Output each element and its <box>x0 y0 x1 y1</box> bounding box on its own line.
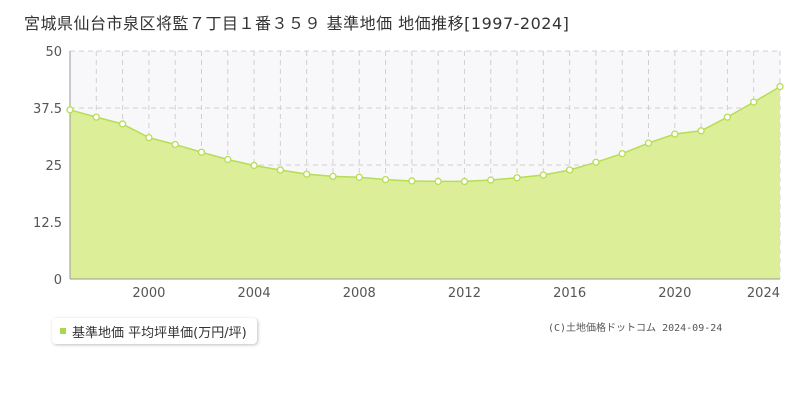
y-tick-label: 12.5 <box>33 216 62 231</box>
data-point <box>408 177 416 185</box>
data-point <box>697 127 705 135</box>
series-area <box>70 86 780 279</box>
data-point <box>381 175 390 184</box>
data-point <box>303 170 311 178</box>
data-point <box>618 149 626 158</box>
data-point <box>92 113 100 121</box>
data-point <box>644 139 653 147</box>
x-tick-label: 2024 <box>747 286 780 301</box>
data-point <box>460 177 469 186</box>
data-point <box>355 173 363 181</box>
data-point <box>118 120 127 128</box>
x-tick-label: 2020 <box>658 286 691 301</box>
y-tick-label: 37.5 <box>33 102 62 117</box>
data-point <box>224 155 232 164</box>
data-point <box>671 130 679 138</box>
y-tick-label: 50 <box>45 45 62 60</box>
copyright-credit: (C)土地価格ドットコム 2024-09-24 <box>548 323 723 334</box>
data-point <box>565 166 574 174</box>
x-tick-label: 2016 <box>553 286 586 301</box>
data-point <box>723 113 732 121</box>
series-line <box>69 85 781 183</box>
plot-upper-band <box>70 51 780 182</box>
data-point <box>145 133 153 142</box>
x-tick-label: 2004 <box>238 286 271 301</box>
x-tick-label: 2012 <box>448 286 481 301</box>
y-tick-label: 25 <box>45 159 62 174</box>
data-point <box>171 140 179 149</box>
data-point <box>487 176 495 184</box>
data-point <box>66 106 74 114</box>
data-point <box>513 174 521 182</box>
data-point <box>750 98 758 106</box>
legend: 基準地価 平均坪単価(万円/坪) <box>52 318 257 344</box>
data-point <box>329 172 337 181</box>
data-point <box>539 171 547 179</box>
legend-marker-icon <box>60 328 66 334</box>
legend-label: 基準地価 平均坪単価(万円/坪) <box>72 325 247 341</box>
data-point <box>250 161 258 170</box>
data-point <box>276 166 285 174</box>
x-tick-label: 2008 <box>343 286 376 301</box>
data-point <box>197 148 206 156</box>
data-point <box>776 82 784 91</box>
y-tick-label: 0 <box>54 273 62 288</box>
chart-title: 宮城県仙台市泉区将監７丁目１番３５９ 基準地価 地価推移[1997-2024] <box>24 14 570 33</box>
data-point <box>592 158 600 166</box>
x-tick-label: 2000 <box>132 286 165 301</box>
data-point <box>434 177 442 186</box>
